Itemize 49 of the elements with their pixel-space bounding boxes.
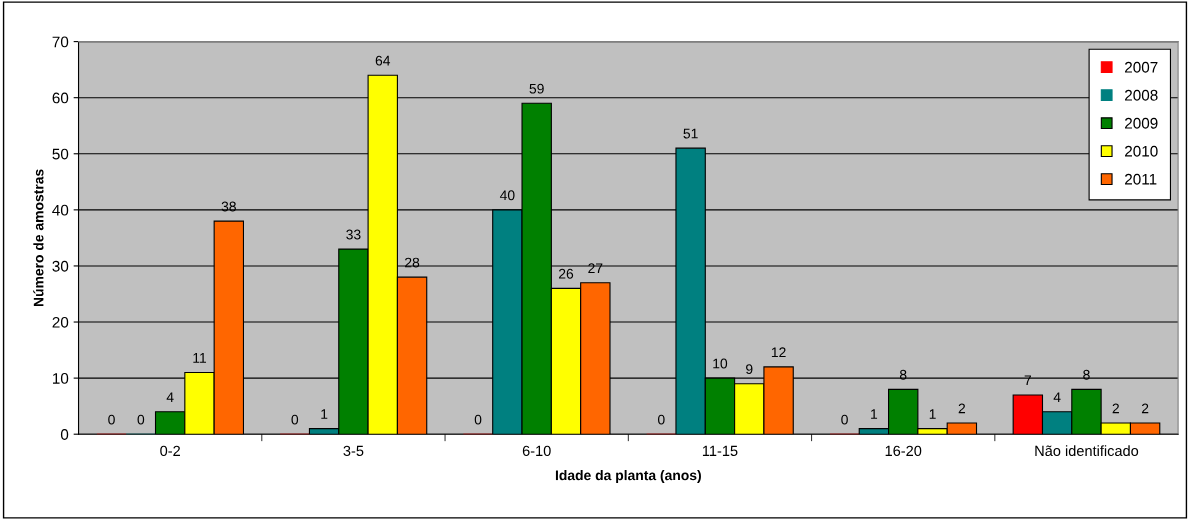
data-label: 0 <box>657 414 665 425</box>
y-tick-label: 70 <box>52 36 69 48</box>
legend-label: 2011 <box>1125 173 1157 185</box>
data-label: 0 <box>291 414 299 425</box>
data-label: 8 <box>899 369 907 380</box>
data-label: 8 <box>1083 369 1090 380</box>
y-tick-label: 10 <box>52 372 69 384</box>
x-axis-title: Idade da planta (anos) <box>555 470 701 483</box>
x-tick-label: 0-2 <box>160 445 180 457</box>
data-label: 11 <box>193 353 207 363</box>
data-label: 0 <box>108 414 115 425</box>
data-label: 1 <box>321 409 328 419</box>
data-label: 51 <box>683 128 698 139</box>
data-label: 4 <box>166 392 174 402</box>
y-tick-label: 40 <box>52 204 69 216</box>
data-label: 26 <box>558 268 574 279</box>
x-tick-label: 16-20 <box>885 445 922 457</box>
data-label: 40 <box>499 190 515 201</box>
data-label: 0 <box>841 414 848 425</box>
x-tick-label: 3-5 <box>343 445 364 457</box>
legend-label: 2007 <box>1125 61 1158 73</box>
y-tick-label: 60 <box>52 92 69 104</box>
data-label: 4 <box>1053 392 1061 402</box>
data-label: 9 <box>746 364 753 375</box>
legend-label: 2009 <box>1125 117 1158 129</box>
data-label: 28 <box>405 257 420 268</box>
data-label: 2 <box>1112 403 1119 414</box>
data-label: 10 <box>713 358 728 369</box>
data-label: 64 <box>375 55 391 66</box>
y-tick-label: 0 <box>60 429 69 440</box>
y-tick-label: 50 <box>52 148 69 160</box>
data-label: 0 <box>137 414 145 425</box>
data-label: 12 <box>771 347 786 358</box>
data-label: 0 <box>474 414 482 425</box>
y-axis-title: Número de amostras <box>33 169 44 307</box>
legend-label: 2010 <box>1125 145 1158 157</box>
data-label: 59 <box>529 83 544 94</box>
x-tick-label: Não identificado <box>1035 445 1139 457</box>
data-label: 2 <box>1141 403 1149 414</box>
data-label: 27 <box>588 263 603 273</box>
data-label: 2 <box>958 403 966 414</box>
data-label: 1 <box>871 409 878 419</box>
y-tick-label: 20 <box>52 316 69 328</box>
y-tick-label: 30 <box>52 260 69 272</box>
data-label: 1 <box>929 409 936 419</box>
data-label: 33 <box>346 229 361 240</box>
x-tick-label: 11-15 <box>702 445 738 457</box>
x-tick-label: 6-10 <box>522 445 551 457</box>
legend-label: 2008 <box>1125 89 1158 101</box>
